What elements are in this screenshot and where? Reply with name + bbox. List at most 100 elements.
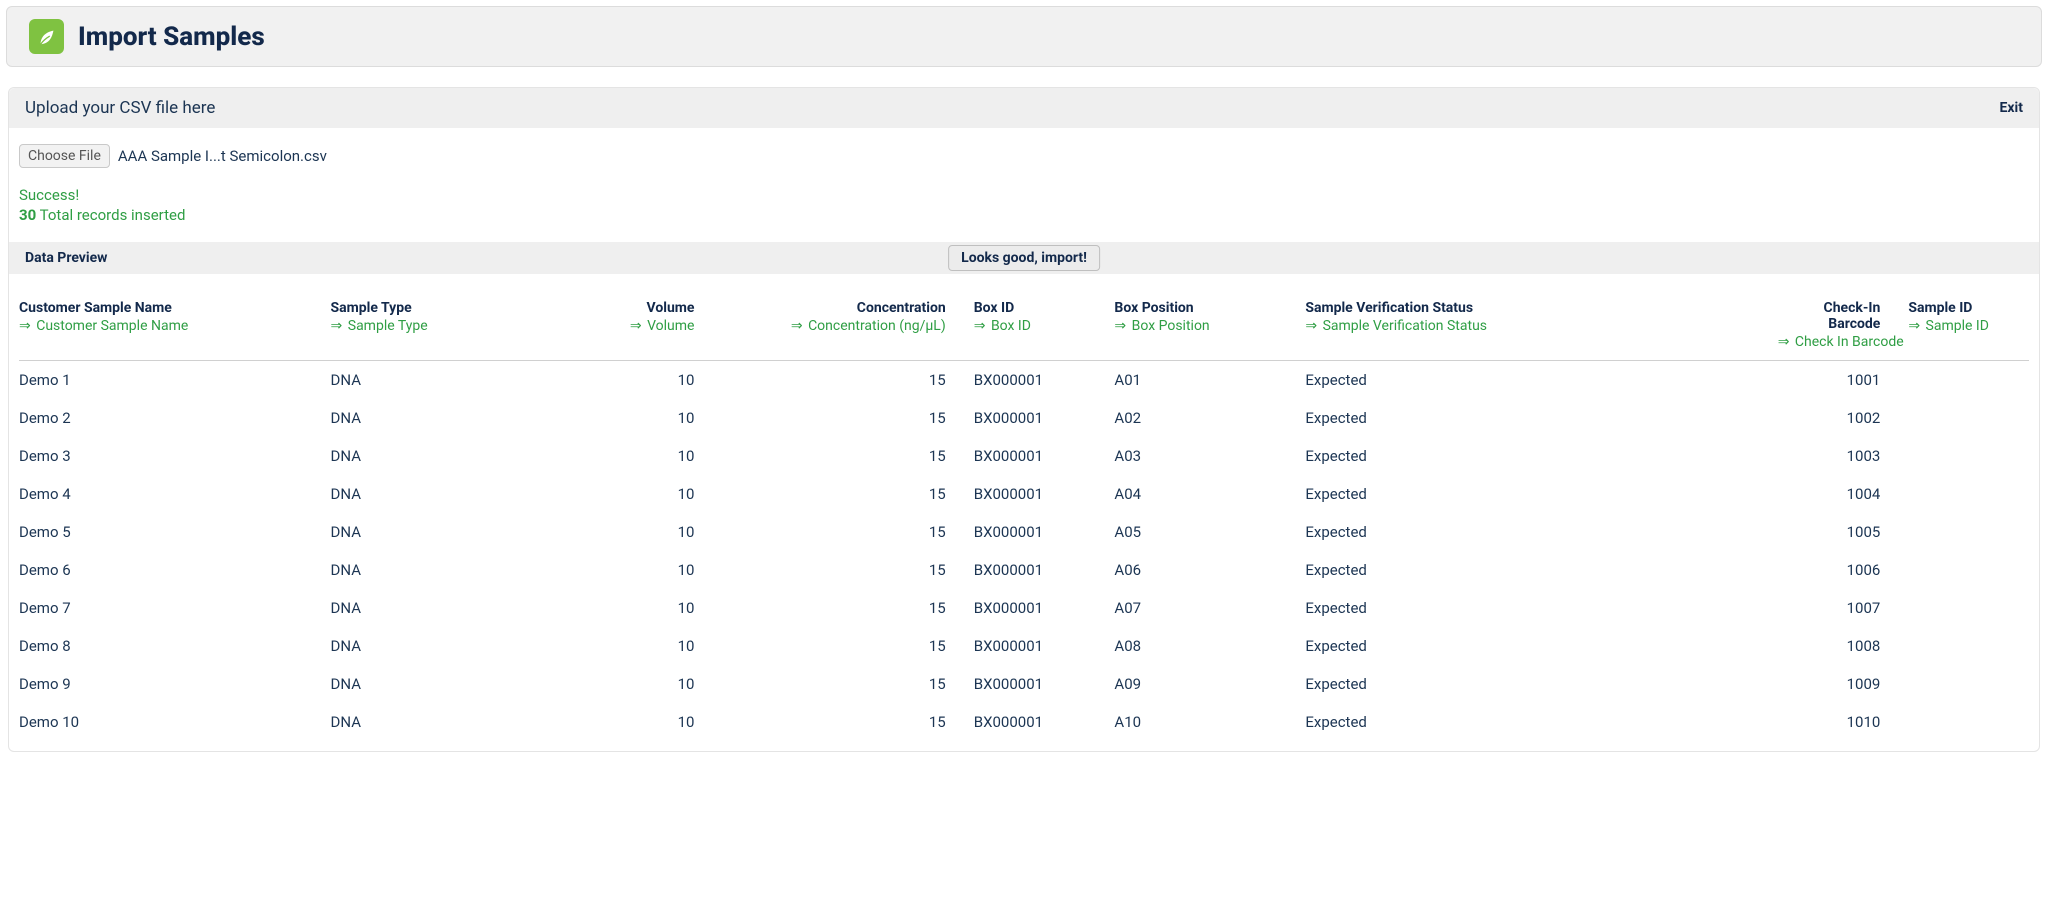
- table-row[interactable]: Demo 2DNA1015BX000001A02Expected1002: [19, 399, 2029, 437]
- inserted-count: 30: [19, 206, 36, 224]
- cell-barcode: 1004: [1778, 475, 1909, 513]
- cell-box: BX000001: [974, 665, 1115, 703]
- cell-name: Demo 8: [19, 627, 331, 665]
- column-header[interactable]: Box Position⇒ Box Position: [1114, 274, 1305, 361]
- cell-barcode: 1010: [1778, 703, 1909, 741]
- cell-name: Demo 10: [19, 703, 331, 741]
- column-header-label: Check-In Barcode: [1824, 300, 1881, 332]
- cell-volume: 10: [552, 627, 723, 665]
- column-mapping-label: Box ID: [991, 318, 1031, 334]
- cell-status: Expected: [1305, 589, 1777, 627]
- cell-box: BX000001: [974, 513, 1115, 551]
- table-row[interactable]: Demo 3DNA1015BX000001A03Expected1003: [19, 437, 2029, 475]
- column-header[interactable]: Sample ID⇒ Sample ID: [1908, 274, 2029, 361]
- column-mapping-label: Concentration (ng/µL): [808, 318, 946, 334]
- column-header-label: Sample Verification Status: [1305, 300, 1473, 316]
- column-header-label: Box ID: [974, 300, 1015, 316]
- cell-volume: 10: [552, 589, 723, 627]
- cell-id: [1908, 437, 2029, 475]
- column-mapping-label: Sample ID: [1926, 318, 1989, 334]
- cell-status: Expected: [1305, 551, 1777, 589]
- content-card: Upload your CSV file here Exit Choose Fi…: [8, 87, 2040, 752]
- cell-type: DNA: [331, 665, 552, 703]
- exit-link[interactable]: Exit: [2000, 100, 2023, 116]
- cell-type: DNA: [331, 475, 552, 513]
- cell-id: [1908, 703, 2029, 741]
- column-header[interactable]: Volume⇒ Volume: [552, 274, 723, 361]
- cell-status: Expected: [1305, 513, 1777, 551]
- page-header: Import Samples: [6, 6, 2042, 67]
- table-row[interactable]: Demo 10DNA1015BX000001A10Expected1010: [19, 703, 2029, 741]
- cell-type: DNA: [331, 589, 552, 627]
- cell-pos: A07: [1114, 589, 1305, 627]
- cell-status: Expected: [1305, 703, 1777, 741]
- preview-bar: Data Preview Looks good, import!: [9, 242, 2039, 274]
- cell-id: [1908, 589, 2029, 627]
- cell-id: [1908, 361, 2029, 400]
- table-row[interactable]: Demo 8DNA1015BX000001A08Expected1008: [19, 627, 2029, 665]
- cell-pos: A02: [1114, 399, 1305, 437]
- cell-box: BX000001: [974, 703, 1115, 741]
- cell-barcode: 1008: [1778, 627, 1909, 665]
- column-header[interactable]: Box ID⇒ Box ID: [974, 274, 1115, 361]
- table-row[interactable]: Demo 9DNA1015BX000001A09Expected1009: [19, 665, 2029, 703]
- cell-volume: 10: [552, 361, 723, 400]
- selected-file-name: AAA Sample I...t Semicolon.csv: [118, 147, 327, 165]
- column-header[interactable]: Customer Sample Name⇒ Customer Sample Na…: [19, 274, 331, 361]
- column-header[interactable]: Sample Verification Status ⇒ Sample Verif…: [1305, 274, 1777, 361]
- cell-volume: 10: [552, 437, 723, 475]
- cell-type: DNA: [331, 703, 552, 741]
- column-header-label: Box Position: [1114, 300, 1193, 316]
- cell-id: [1908, 551, 2029, 589]
- leaf-icon: [29, 19, 64, 54]
- cell-pos: A10: [1114, 703, 1305, 741]
- table-row[interactable]: Demo 6DNA1015BX000001A06Expected1006: [19, 551, 2029, 589]
- cell-name: Demo 4: [19, 475, 331, 513]
- cell-status: Expected: [1305, 361, 1777, 400]
- column-header[interactable]: Check-In Barcode⇒ Check In Barcode: [1778, 274, 1909, 361]
- cell-pos: A05: [1114, 513, 1305, 551]
- cell-barcode: 1005: [1778, 513, 1909, 551]
- column-mapping-label: Customer Sample Name: [36, 318, 188, 334]
- cell-name: Demo 2: [19, 399, 331, 437]
- arrow-icon: ⇒: [1778, 334, 1793, 350]
- cell-type: DNA: [331, 437, 552, 475]
- table-row[interactable]: Demo 1DNA1015BX000001A01Expected1001: [19, 361, 2029, 400]
- column-header[interactable]: Concentration ⇒ Concentration (ng/µL): [722, 274, 973, 361]
- upload-label: Upload your CSV file here: [25, 98, 215, 118]
- column-header[interactable]: Sample Type⇒ Sample Type: [331, 274, 552, 361]
- column-mapping: ⇒ Box ID: [974, 318, 1105, 334]
- cell-volume: 10: [552, 475, 723, 513]
- column-header-label: Volume: [647, 300, 695, 316]
- cell-name: Demo 5: [19, 513, 331, 551]
- table-wrap: Customer Sample Name⇒ Customer Sample Na…: [9, 274, 2039, 741]
- cell-conc: 15: [722, 551, 973, 589]
- page-title: Import Samples: [78, 22, 265, 52]
- cell-type: DNA: [331, 627, 552, 665]
- cell-name: Demo 9: [19, 665, 331, 703]
- cell-conc: 15: [722, 475, 973, 513]
- cell-status: Expected: [1305, 475, 1777, 513]
- cell-box: BX000001: [974, 437, 1115, 475]
- column-mapping: ⇒ Concentration (ng/µL): [722, 318, 945, 334]
- import-button[interactable]: Looks good, import!: [948, 245, 1100, 271]
- cell-barcode: 1002: [1778, 399, 1909, 437]
- preview-table: Customer Sample Name⇒ Customer Sample Na…: [19, 274, 2029, 741]
- column-header-label: Sample Type: [331, 300, 412, 316]
- arrow-icon: ⇒: [331, 318, 346, 334]
- data-preview-label: Data Preview: [25, 250, 107, 266]
- table-row[interactable]: Demo 7DNA1015BX000001A07Expected1007: [19, 589, 2029, 627]
- column-header-label: Concentration: [857, 300, 946, 316]
- cell-type: DNA: [331, 513, 552, 551]
- inserted-suffix: Total records inserted: [36, 206, 185, 224]
- cell-id: [1908, 475, 2029, 513]
- column-mapping: ⇒ Sample Verification Status: [1305, 318, 1767, 334]
- table-row[interactable]: Demo 4DNA1015BX000001A04Expected1004: [19, 475, 2029, 513]
- table-body: Demo 1DNA1015BX000001A01Expected1001Demo…: [19, 361, 2029, 742]
- table-row[interactable]: Demo 5DNA1015BX000001A05Expected1005: [19, 513, 2029, 551]
- cell-status: Expected: [1305, 437, 1777, 475]
- cell-conc: 15: [722, 437, 973, 475]
- cell-barcode: 1007: [1778, 589, 1909, 627]
- choose-file-button[interactable]: Choose File: [19, 144, 110, 168]
- arrow-icon: ⇒: [1114, 318, 1129, 334]
